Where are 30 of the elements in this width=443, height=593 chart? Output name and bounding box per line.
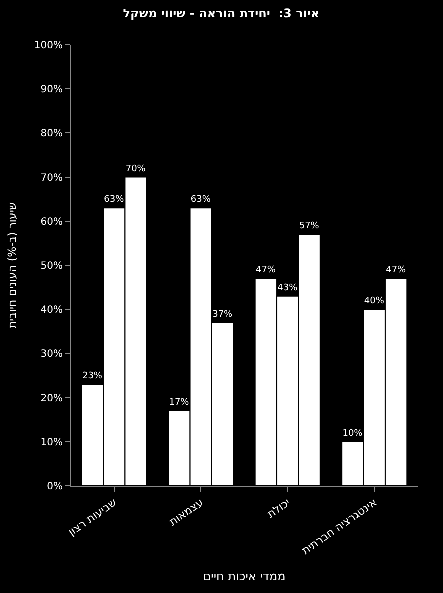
data-label: 37% [212, 310, 234, 320]
x-tick-label: יכולת [265, 496, 293, 521]
data-label: 17% [169, 398, 190, 408]
data-label: 40% [364, 296, 385, 307]
y-tick-label: 100% [34, 40, 63, 52]
y-tick-label: 10% [40, 437, 63, 448]
data-label: 47% [386, 266, 407, 276]
data-label: 10% [342, 428, 364, 439]
y-tick-label: 40% [40, 305, 63, 316]
y-axis-title: שיעור (ב-%) העונים חיובית [6, 202, 20, 329]
y-tick-label: 70% [40, 172, 63, 184]
data-label: 63% [190, 195, 212, 206]
y-tick-label: 0% [47, 482, 63, 492]
data-label: 57% [299, 222, 320, 232]
x-tick-label: אינטגרציה חברתית [300, 496, 380, 558]
data-label: 43% [278, 283, 298, 294]
data-label: 23% [82, 372, 103, 382]
data-label: 47% [256, 266, 276, 276]
x-axis-title: ממדי איכות חיים [203, 569, 286, 584]
y-tick-label: 20% [40, 393, 63, 404]
x-tick-label: שביעות רצון [66, 496, 120, 539]
data-label: 70% [126, 164, 146, 174]
y-tick-label: 30% [40, 349, 63, 360]
y-tick-label: 80% [40, 128, 63, 140]
y-tick-label: 90% [40, 84, 63, 96]
data-label: 63% [104, 195, 125, 206]
y-tick-label: 60% [40, 216, 63, 228]
chart-title: איור 3: יחידת הוראה - שיווי משקל [123, 6, 320, 20]
y-tick-label: 50% [40, 261, 63, 272]
x-tick-label: עצמאות [167, 496, 206, 529]
